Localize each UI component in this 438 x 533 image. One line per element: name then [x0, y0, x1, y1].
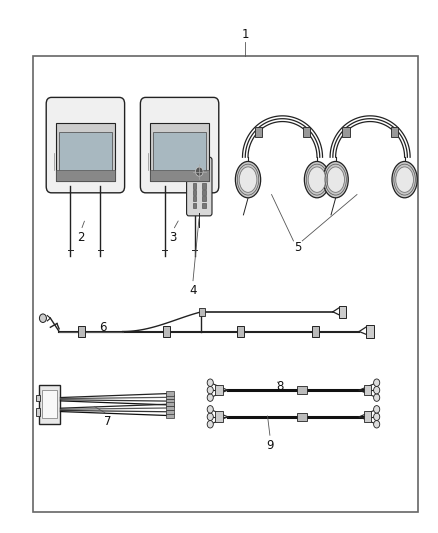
Bar — [36, 395, 40, 401]
Circle shape — [207, 421, 213, 428]
Circle shape — [207, 406, 213, 413]
Bar — [202, 203, 205, 208]
Text: 5: 5 — [294, 241, 301, 254]
Bar — [199, 308, 205, 316]
Ellipse shape — [308, 167, 326, 192]
Bar — [166, 406, 174, 410]
Text: 7: 7 — [103, 415, 111, 427]
Bar — [56, 123, 115, 181]
Ellipse shape — [304, 161, 330, 198]
Bar — [56, 170, 115, 181]
Bar — [237, 326, 244, 337]
Bar — [39, 385, 60, 424]
Text: 1: 1 — [241, 28, 249, 41]
Bar — [303, 127, 311, 137]
Ellipse shape — [239, 167, 257, 192]
Bar — [163, 326, 170, 337]
Circle shape — [207, 394, 213, 401]
Bar — [193, 190, 196, 195]
Text: 9: 9 — [266, 439, 274, 451]
Circle shape — [374, 386, 380, 394]
Circle shape — [374, 406, 380, 413]
Circle shape — [207, 386, 213, 394]
Circle shape — [374, 379, 380, 386]
FancyBboxPatch shape — [46, 98, 124, 193]
Ellipse shape — [392, 161, 417, 198]
Bar — [42, 390, 57, 418]
Bar — [202, 196, 205, 201]
Circle shape — [374, 394, 380, 401]
Bar — [366, 325, 374, 338]
Bar — [166, 409, 174, 414]
Circle shape — [39, 314, 46, 322]
Bar — [202, 190, 205, 195]
Ellipse shape — [323, 161, 348, 198]
Bar — [166, 403, 174, 407]
Bar — [364, 385, 371, 395]
Bar — [166, 414, 174, 418]
Bar — [153, 132, 206, 174]
Bar — [78, 326, 85, 337]
FancyBboxPatch shape — [140, 98, 219, 193]
Text: 4: 4 — [189, 284, 197, 297]
Ellipse shape — [235, 161, 261, 198]
Bar — [59, 132, 112, 174]
Bar — [202, 183, 205, 189]
Bar — [342, 127, 350, 137]
Circle shape — [207, 379, 213, 386]
Circle shape — [374, 421, 380, 428]
Bar — [33, 56, 418, 512]
Bar — [193, 196, 196, 201]
Bar — [166, 399, 174, 403]
Bar — [150, 123, 209, 181]
Bar — [339, 306, 346, 318]
FancyBboxPatch shape — [187, 157, 212, 216]
Bar — [166, 395, 174, 400]
Text: 8: 8 — [276, 380, 283, 393]
Text: 2: 2 — [77, 231, 85, 244]
Bar — [193, 183, 196, 189]
Bar — [254, 127, 262, 137]
Bar — [297, 413, 307, 421]
Bar — [193, 203, 196, 208]
Circle shape — [207, 413, 213, 421]
Bar — [150, 170, 209, 181]
Bar — [215, 385, 223, 395]
Text: 6: 6 — [99, 321, 107, 334]
Bar — [215, 411, 223, 422]
Bar — [312, 326, 319, 337]
Ellipse shape — [327, 167, 344, 192]
Circle shape — [374, 413, 380, 421]
Bar — [36, 408, 40, 416]
Bar — [297, 386, 307, 394]
Text: 3: 3 — [170, 231, 177, 244]
Bar — [391, 127, 398, 137]
Bar — [364, 411, 371, 422]
Ellipse shape — [396, 167, 413, 192]
Bar — [166, 402, 174, 406]
Circle shape — [193, 164, 206, 180]
Circle shape — [195, 167, 203, 176]
Bar — [166, 391, 174, 395]
